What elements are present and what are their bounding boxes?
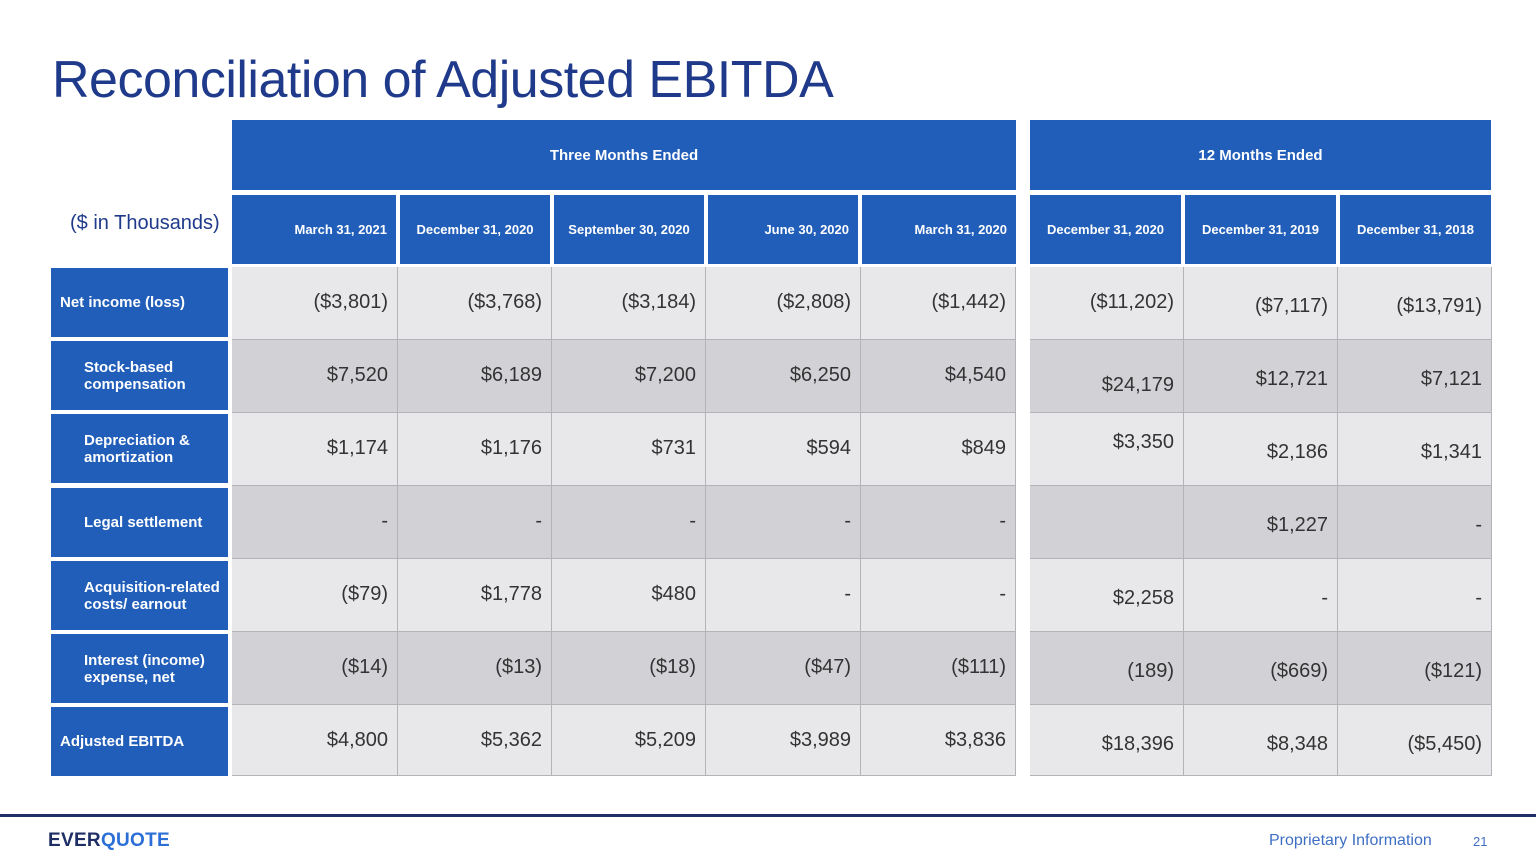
- table-cell: ($1,442): [861, 267, 1016, 340]
- table-cell: ($14): [232, 632, 398, 705]
- table-cell: $6,189: [398, 340, 552, 413]
- table-cell: $594: [706, 413, 861, 486]
- row-label-stock-based-compensation: Stock-based compensation: [51, 341, 228, 410]
- table-cell: $3,350: [1030, 413, 1184, 486]
- page-title: Reconciliation of Adjusted EBITDA: [52, 51, 834, 109]
- table-cell: $7,520: [232, 340, 398, 413]
- table-cell: ($7,117): [1184, 267, 1338, 340]
- table-cell: ($79): [232, 559, 398, 632]
- column-header: December 31, 2020: [400, 195, 550, 264]
- column-header: December 31, 2019: [1185, 195, 1336, 264]
- table-cell: $3,836: [861, 705, 1016, 776]
- row-label-legal-settlement: Legal settlement: [51, 488, 228, 557]
- table-cell: $1,341: [1338, 413, 1492, 486]
- table-cell: ($121): [1338, 632, 1492, 705]
- table-cell: $8,348: [1184, 705, 1338, 776]
- table-cell: $5,209: [552, 705, 706, 776]
- table-cell: $1,174: [232, 413, 398, 486]
- page-number: 21: [1473, 834, 1488, 849]
- table-cell: $3,989: [706, 705, 861, 776]
- units-label: ($ in Thousands): [70, 212, 220, 234]
- column-header: March 31, 2020: [862, 195, 1016, 264]
- table-cell: -: [706, 559, 861, 632]
- table-cell: $5,362: [398, 705, 552, 776]
- table-cell: -: [861, 559, 1016, 632]
- table-cell: $480: [552, 559, 706, 632]
- table-cell: ($669): [1184, 632, 1338, 705]
- table-cell: -: [232, 486, 398, 559]
- table-cell: -: [861, 486, 1016, 559]
- table-cell: ($3,184): [552, 267, 706, 340]
- table-cell: $7,121: [1338, 340, 1492, 413]
- table-cell: $849: [861, 413, 1016, 486]
- table-cell: ($47): [706, 632, 861, 705]
- row-label-net-income: Net income (loss): [51, 268, 228, 337]
- table-cell: $12,721: [1184, 340, 1338, 413]
- table-cell: $1,778: [398, 559, 552, 632]
- table-cell: -: [1184, 559, 1338, 632]
- table-cell: $2,186: [1184, 413, 1338, 486]
- table-cell: ($3,801): [232, 267, 398, 340]
- table-cell: (189): [1030, 632, 1184, 705]
- column-header: March 31, 2021: [232, 195, 396, 264]
- column-header: December 31, 2018: [1340, 195, 1491, 264]
- table-cell: ($2,808): [706, 267, 861, 340]
- row-label-acquisition-costs: Acquisition-related costs/ earnout: [51, 561, 228, 630]
- table-cell: $4,540: [861, 340, 1016, 413]
- group-header-12-months: 12 Months Ended: [1030, 120, 1491, 190]
- table-cell: [1030, 486, 1184, 559]
- column-header: June 30, 2020: [708, 195, 858, 264]
- footer-divider: [0, 814, 1536, 817]
- table-cell: ($18): [552, 632, 706, 705]
- table-cell: $6,250: [706, 340, 861, 413]
- table-cell: $1,176: [398, 413, 552, 486]
- table-cell: -: [1338, 559, 1492, 632]
- table-cell: ($13,791): [1338, 267, 1492, 340]
- table-cell: -: [398, 486, 552, 559]
- table-cell: $24,179: [1030, 340, 1184, 413]
- column-header: September 30, 2020: [554, 195, 704, 264]
- table-cell: $1,227: [1184, 486, 1338, 559]
- table-cell: ($3,768): [398, 267, 552, 340]
- table-cell: ($13): [398, 632, 552, 705]
- footer-text: Proprietary Information: [1269, 832, 1432, 849]
- table-cell: -: [1338, 486, 1492, 559]
- row-label-adjusted-ebitda: Adjusted EBITDA: [51, 707, 228, 776]
- table-cell: $731: [552, 413, 706, 486]
- table-cell: $4,800: [232, 705, 398, 776]
- everquote-logo: EVERQUOTE: [48, 830, 171, 851]
- table-cell: ($5,450): [1338, 705, 1492, 776]
- group-header-three-months: Three Months Ended: [232, 120, 1016, 190]
- row-label-interest: Interest (income) expense, net: [51, 634, 228, 703]
- table-cell: -: [552, 486, 706, 559]
- table-cell: -: [706, 486, 861, 559]
- column-header: December 31, 2020: [1030, 195, 1181, 264]
- table-cell: $2,258: [1030, 559, 1184, 632]
- table-cell: $7,200: [552, 340, 706, 413]
- table-cell: ($111): [861, 632, 1016, 705]
- table-cell: $18,396: [1030, 705, 1184, 776]
- row-label-depreciation-amortization: Depreciation & amortization: [51, 414, 228, 483]
- table-cell: ($11,202): [1030, 267, 1184, 340]
